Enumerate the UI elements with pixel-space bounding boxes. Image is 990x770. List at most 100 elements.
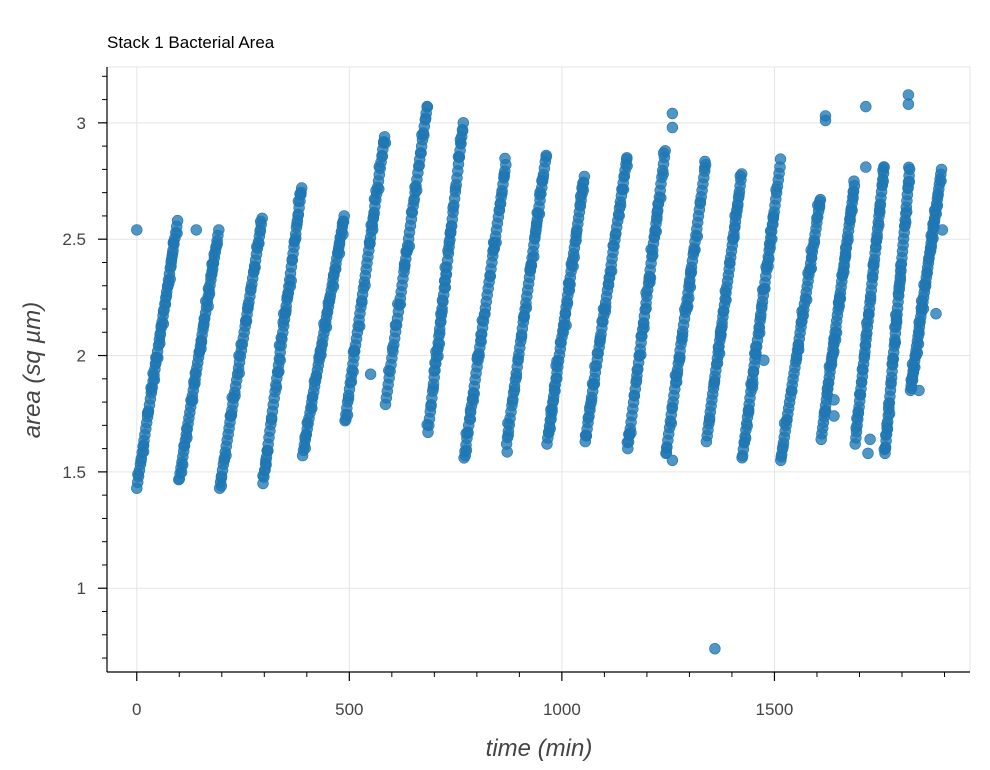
data-point [433,338,445,350]
data-point [462,427,474,439]
data-point [728,231,740,244]
data-point [657,168,669,180]
data-point [233,367,245,379]
data-point [190,224,203,236]
data-point [171,214,184,227]
data-point [315,349,327,361]
data-point [766,233,778,245]
data-point [605,265,618,277]
data-points [131,89,949,655]
data-point [345,376,358,388]
data-point [202,300,214,312]
data-point [913,384,925,397]
data-point [421,101,434,113]
data-point [833,291,846,303]
data-point [819,110,832,122]
axes: 0 500 1000 1500 1 1.5 2 2.5 3 [62,67,970,719]
data-point [640,302,652,314]
data-point [903,161,915,174]
data-point [699,155,711,168]
data-point [613,209,625,222]
data-point [774,153,787,165]
data-point [537,171,549,184]
data-point [805,252,818,264]
data-point [683,292,695,304]
data-point [559,308,572,320]
data-point [468,387,480,400]
data-point [635,349,647,361]
data-point [848,175,860,187]
y-tick-label: 3 [77,114,86,133]
data-point [564,278,576,291]
data-point [902,89,915,101]
data-point [936,224,949,236]
data-point [625,427,637,439]
data-point [337,216,350,228]
data-point [927,232,939,245]
data-point [479,308,491,320]
data-point [917,303,930,315]
data-point [844,214,856,227]
data-point [909,361,921,374]
data-point [868,257,880,269]
data-point [864,433,876,445]
data-point [285,274,297,287]
data-point [676,329,689,341]
x-axis-title: time (min) [486,735,593,762]
data-point [273,365,285,378]
data-point [510,371,523,383]
data-point [846,204,858,217]
data-point [838,266,850,278]
data-point [373,183,385,195]
data-point [716,320,728,333]
data-point [148,374,161,386]
data-point [863,308,875,321]
data-point [614,199,627,212]
data-point [379,137,392,149]
x-tick-label: 1500 [756,700,794,719]
data-point [498,169,510,181]
data-point [759,282,771,295]
data-point [359,279,371,292]
data-point [885,376,897,388]
data-point [342,392,355,405]
data-point [750,349,762,361]
data-point [415,147,427,159]
data-point [475,335,487,348]
data-point [137,439,150,451]
data-point [805,262,817,275]
data-point [171,227,183,240]
data-point [594,332,606,344]
data-point [347,365,359,378]
data-point [440,268,453,281]
data-point [935,163,948,176]
data-point [878,161,890,173]
data-point [447,202,459,214]
data-point [797,309,809,322]
data-point [900,206,913,218]
data-point [731,200,744,212]
data-point [814,195,826,208]
data-point [152,352,164,364]
data-point [439,281,451,294]
data-point [660,446,673,459]
y-tick-label: 1.5 [62,463,86,482]
data-point [828,394,840,406]
data-point [341,409,354,421]
data-point [644,272,657,284]
data-point [767,209,780,222]
data-point [240,315,253,327]
data-point [186,394,199,407]
data-point [490,236,502,249]
data-point [436,305,448,318]
data-point [316,338,328,350]
data-point [245,282,257,294]
data-point [786,385,798,397]
data-point [189,377,201,390]
data-point [213,224,225,236]
data-point [666,121,679,134]
data-point [364,237,376,250]
data-point [256,212,268,225]
data-point [828,410,840,422]
